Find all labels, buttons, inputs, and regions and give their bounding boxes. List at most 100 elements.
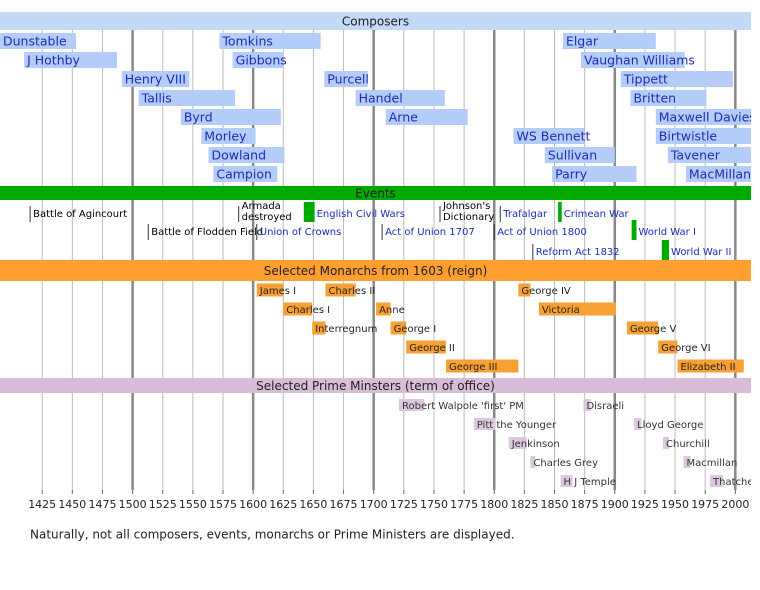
period-label: Interregnum — [315, 324, 377, 335]
event-bar — [631, 220, 637, 240]
period-label: Elgar — [566, 34, 599, 49]
group-header — [0, 186, 751, 200]
period-bar — [626, 321, 659, 335]
event-label: Crimean War — [564, 209, 630, 220]
period-label: George III — [449, 362, 497, 373]
period-bar — [538, 302, 616, 316]
event-label: Dictionary — [443, 212, 494, 223]
x-tick-label: 1475 — [88, 498, 116, 511]
period-bar — [655, 128, 751, 144]
period-bar — [376, 302, 391, 316]
x-tick-label: 1825 — [510, 498, 538, 511]
period-bar — [213, 166, 278, 182]
period-bar — [446, 359, 519, 373]
x-tick-label: 1975 — [691, 498, 719, 511]
event-label: Trafalgar — [502, 209, 548, 220]
x-tick-label: 1425 — [28, 498, 56, 511]
x-tick-label: 1775 — [450, 498, 478, 511]
event-label: Reform Act 1832 — [536, 247, 620, 258]
x-tick-label: 1900 — [601, 498, 629, 511]
period-label: Dowland — [212, 148, 266, 163]
period-bar — [658, 340, 678, 354]
x-tick-label: 1800 — [480, 498, 508, 511]
footnote: Naturally, not all composers, events, mo… — [30, 528, 515, 542]
period-bar — [630, 90, 707, 106]
group-title: Events — [355, 187, 396, 201]
event-label: Armada — [242, 201, 281, 212]
event-label: Battle of Agincourt — [33, 209, 127, 220]
period-bar — [518, 283, 531, 297]
period-label: Dunstable — [3, 34, 67, 49]
x-tick-label: 1650 — [299, 498, 327, 511]
x-tick-label: 1675 — [330, 498, 358, 511]
period-bar — [667, 147, 751, 163]
period-bar — [677, 359, 744, 373]
period-label: Parry — [555, 167, 588, 182]
x-tick-label: 1575 — [209, 498, 237, 511]
period-label: MacMillan — [689, 167, 751, 182]
period-label: Henry VIII — [125, 72, 186, 87]
period-label: George II — [409, 343, 455, 354]
period-label: Tomkins — [221, 34, 272, 49]
period-label: James I — [259, 286, 296, 297]
period-bar — [530, 456, 536, 468]
period-bar — [355, 90, 445, 106]
event-bar — [558, 202, 562, 222]
period-bar — [620, 71, 733, 87]
period-label: Vaughan Williams — [584, 53, 695, 68]
period-label: Arne — [389, 110, 418, 125]
x-tick-label: 1875 — [571, 498, 599, 511]
period-bar — [663, 437, 670, 449]
x-tick-label: 1500 — [119, 498, 147, 511]
marks-layer: Composers Dunstable Tomkins Elgar J Hothby Gi… — [0, 12, 751, 488]
period-bar — [581, 52, 685, 68]
period-label: Disraeli — [586, 401, 624, 412]
period-bar — [312, 321, 326, 335]
group-title: Selected Prime Minsters (term of office) — [256, 379, 495, 393]
x-tick-label: 1450 — [58, 498, 86, 511]
period-label: Elizabeth II — [680, 362, 735, 373]
group-title: Selected Monarchs from 1603 (reign) — [264, 264, 488, 278]
period-bar — [325, 283, 356, 297]
event-label: English Civil Wars — [317, 209, 405, 220]
period-label: Purcell — [327, 72, 369, 87]
x-tick-label: 1550 — [179, 498, 207, 511]
x-tick-label: 2000 — [721, 498, 749, 511]
period-label: Tippett — [623, 72, 668, 87]
period-label: George I — [394, 324, 437, 335]
event-label: Johnson's — [442, 201, 490, 212]
period-label: Birtwistle — [659, 129, 718, 144]
period-label: Lloyd George — [637, 420, 703, 431]
period-label: Churchill — [666, 439, 710, 450]
x-tick-label: 1725 — [390, 498, 418, 511]
period-label: J Hothby — [26, 53, 80, 68]
group-header — [0, 378, 751, 393]
period-bar — [406, 340, 447, 354]
period-bar — [138, 90, 236, 106]
period-bar — [683, 456, 691, 468]
period-label: Jenkinson — [511, 439, 560, 450]
period-bar — [399, 399, 425, 411]
period-label: Charles Grey — [533, 458, 598, 469]
x-tick-label: 1850 — [541, 498, 569, 511]
x-tick-label: 1925 — [631, 498, 659, 511]
period-label: Robert Walpole 'first' PM — [402, 401, 524, 412]
period-label: Britten — [633, 91, 676, 106]
group-header — [0, 260, 751, 281]
x-tick-label: 1700 — [360, 498, 388, 511]
event-label: Act of Union 1707 — [385, 227, 475, 238]
period-bar — [473, 418, 496, 430]
x-tick-label: 1600 — [239, 498, 267, 511]
period-bar — [560, 475, 573, 487]
period-bar — [710, 475, 724, 487]
period-label: Gibbons — [236, 53, 287, 68]
x-tick-label: 1950 — [661, 498, 689, 511]
period-label: Tallis — [141, 91, 172, 106]
period-bar — [24, 52, 117, 68]
period-bar — [390, 321, 407, 335]
group-header — [0, 12, 751, 30]
x-tick-label: 1750 — [420, 498, 448, 511]
period-bar — [201, 128, 256, 144]
period-bar — [562, 33, 656, 49]
